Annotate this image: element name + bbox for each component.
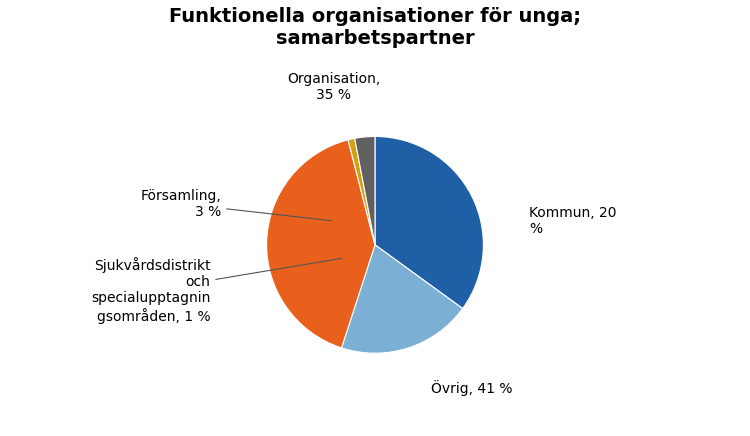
Wedge shape bbox=[375, 136, 483, 309]
Text: Sjukvårdsdistrikt
och
specialupptagnin
gsområden, 1 %: Sjukvårdsdistrikt och specialupptagnin g… bbox=[91, 257, 342, 324]
Title: Funktionella organisationer för unga;
samarbetspartner: Funktionella organisationer för unga; sa… bbox=[169, 7, 581, 48]
Text: Organisation,
35 %: Organisation, 35 % bbox=[287, 72, 380, 102]
Wedge shape bbox=[267, 140, 375, 348]
Text: Församling,
3 %: Församling, 3 % bbox=[140, 188, 331, 221]
Wedge shape bbox=[348, 138, 375, 245]
Text: Övrig, 41 %: Övrig, 41 % bbox=[431, 380, 513, 396]
Wedge shape bbox=[355, 136, 375, 245]
Wedge shape bbox=[341, 245, 463, 353]
Text: Kommun, 20
%: Kommun, 20 % bbox=[529, 206, 616, 236]
